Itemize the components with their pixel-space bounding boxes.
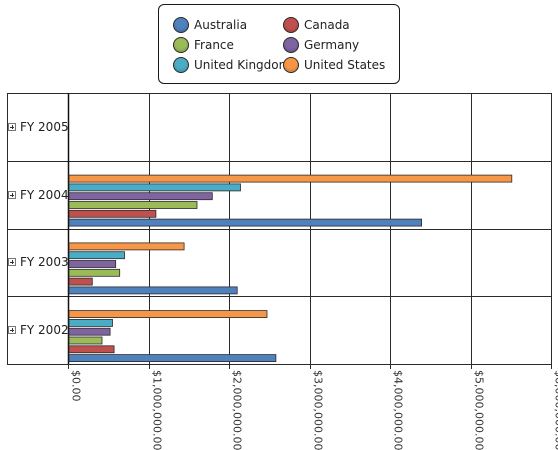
- x-tick-label: $6,000,000.00: [553, 370, 558, 450]
- x-tick-label: $2,000,000.00: [231, 370, 244, 450]
- category-label[interactable]: FY 2004: [8, 188, 69, 202]
- legend-item: United States: [283, 55, 385, 75]
- legend-swatch: [283, 37, 299, 53]
- bar: [68, 174, 513, 183]
- legend-label: France: [194, 38, 234, 52]
- bar: [68, 183, 241, 192]
- bar: [68, 218, 423, 227]
- legend-item: Australia: [173, 15, 247, 35]
- x-tick-label: $0.00: [70, 370, 83, 402]
- legend-item: Germany: [283, 35, 359, 55]
- x-tick-label: $4,000,000.00: [392, 370, 405, 450]
- chart-legend: Australia Canada France Germany United Kingd…: [158, 4, 400, 84]
- legend-swatch: [283, 17, 299, 33]
- expand-icon[interactable]: [8, 326, 16, 335]
- category-label[interactable]: FY 2003: [8, 255, 69, 269]
- bar: [68, 201, 198, 209]
- legend-label: Australia: [194, 18, 248, 32]
- category-text: FY 2002: [20, 323, 69, 338]
- legend-label: United Kingdom: [194, 58, 291, 72]
- expand-icon[interactable]: [8, 122, 16, 131]
- legend-item: Canada: [283, 15, 350, 35]
- x-tick-label: $5,000,000.00: [473, 370, 486, 450]
- bar: [68, 310, 268, 319]
- category-label[interactable]: FY 2002: [8, 323, 69, 337]
- expand-icon[interactable]: [8, 258, 16, 267]
- bar: [68, 209, 157, 218]
- legend-swatch: [173, 17, 189, 33]
- legend-label: Germany: [304, 38, 360, 52]
- bar: [68, 251, 125, 260]
- category-text: FY 2005: [20, 119, 69, 134]
- bar: [68, 268, 121, 277]
- legend-item: United Kingdom: [173, 55, 290, 75]
- legend-swatch: [283, 57, 299, 73]
- legend-label: United States: [304, 58, 386, 72]
- category-label[interactable]: FY 2005: [8, 120, 69, 134]
- bar: [68, 192, 213, 201]
- bar: [68, 336, 103, 345]
- bar: [68, 277, 93, 286]
- legend-swatch: [173, 57, 189, 73]
- bar: [68, 286, 238, 295]
- bar: [68, 354, 277, 363]
- x-tick-label: $1,000,000.00: [151, 370, 164, 450]
- x-tick-label: $3,000,000.00: [312, 370, 325, 450]
- bar: [68, 327, 111, 336]
- bar: [68, 260, 117, 268]
- legend-label: Canada: [304, 18, 350, 32]
- expand-icon[interactable]: [8, 190, 16, 199]
- bar: [68, 345, 115, 354]
- legend-item: France: [173, 35, 234, 55]
- bar: [68, 242, 185, 251]
- bar: [68, 318, 113, 327]
- category-text: FY 2003: [20, 255, 69, 270]
- legend-swatch: [173, 37, 189, 53]
- category-text: FY 2004: [20, 187, 69, 202]
